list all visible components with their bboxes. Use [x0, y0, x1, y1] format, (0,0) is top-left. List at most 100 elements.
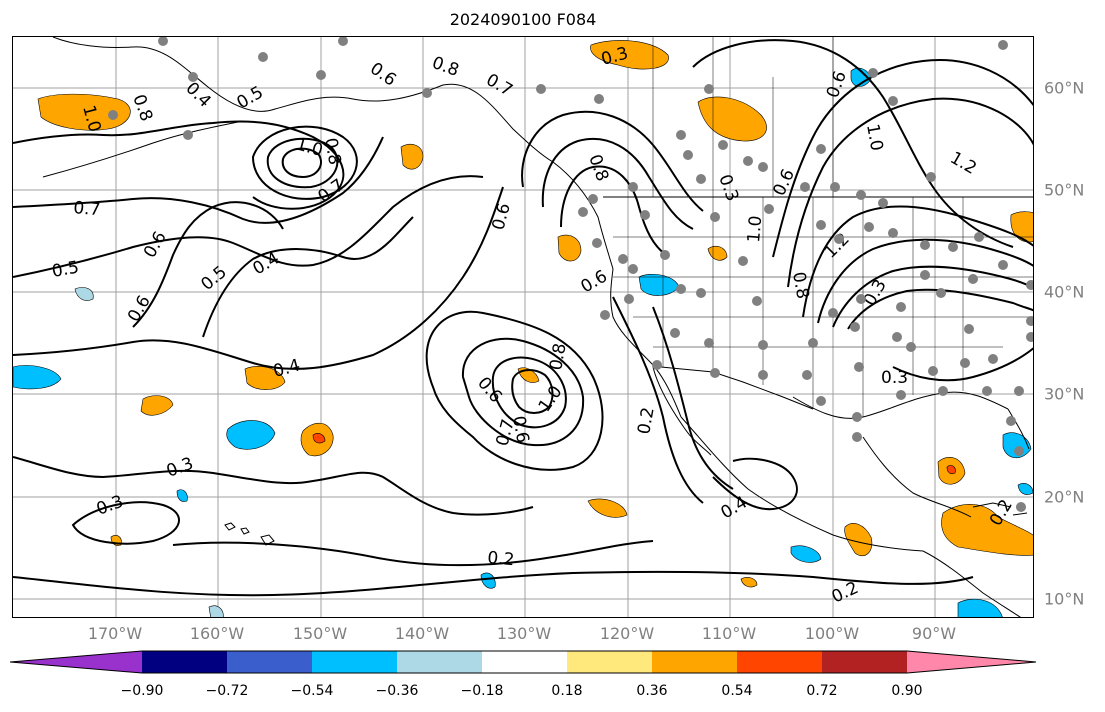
contour-label: 0.6 — [473, 373, 506, 407]
station-dot — [718, 140, 728, 150]
station-dot — [670, 328, 680, 338]
station-dot — [592, 238, 602, 248]
station-dot — [928, 366, 938, 376]
positive-core — [946, 465, 956, 475]
colorbar-tick-label: −0.18 — [460, 683, 504, 699]
contour-label: 0.5 — [50, 258, 80, 282]
station-dot — [704, 338, 714, 348]
colorbar-tick-label: −0.72 — [205, 683, 249, 699]
gulf-coast — [792, 391, 1009, 419]
contour-line — [802, 205, 1033, 318]
station-dot — [183, 130, 193, 140]
contour-label-layer: 0.3 0.8 0.7 0.6 0.8 1.0 0.4 0.5 1.0 0.8 … — [50, 44, 1016, 608]
colorbar — [10, 650, 1037, 674]
lon-tick-label: 140°W — [394, 624, 450, 643]
station-dot — [536, 84, 546, 94]
negative-patch — [638, 274, 680, 296]
contour-lines — [13, 39, 1033, 597]
state-border — [613, 236, 1033, 348]
lat-tick-label: 30°N — [1044, 384, 1085, 404]
negative-patch — [1017, 483, 1033, 495]
station-dot — [948, 242, 958, 252]
station-dot — [696, 174, 706, 184]
station-dot — [998, 260, 1008, 270]
station-dot — [1026, 280, 1033, 290]
contour-line — [281, 147, 322, 179]
contour-line — [13, 175, 484, 278]
contour-line — [13, 186, 504, 370]
map-area[interactable]: 0.3 0.8 0.7 0.6 0.8 1.0 0.4 0.5 1.0 0.8 … — [12, 36, 1034, 618]
station-dot — [968, 274, 978, 284]
filled-anomalies — [13, 40, 1033, 617]
station-dot — [660, 250, 670, 260]
lon-tick-label: 90°W — [911, 624, 957, 643]
contour-label: 1.0 — [744, 215, 766, 244]
station-dot — [743, 156, 753, 166]
station-dot — [676, 130, 686, 140]
lon-tick-label: 160°W — [189, 624, 245, 643]
negative-patch — [226, 420, 276, 450]
positive-patch — [697, 96, 767, 142]
positive-patch — [707, 245, 728, 261]
station-dot — [852, 412, 862, 422]
us-mexico-border — [660, 366, 814, 410]
contour-label: 0.3 — [94, 492, 126, 520]
station-dot — [710, 212, 720, 222]
province-border — [652, 37, 834, 197]
station-dot — [683, 150, 693, 160]
colorbar-tick-label: 0.36 — [636, 683, 668, 699]
station-dot — [998, 40, 1008, 50]
colorbar-segment — [907, 651, 1036, 673]
station-dot — [834, 234, 844, 244]
station-dot — [628, 182, 638, 192]
contour-line — [772, 59, 1033, 258]
contour-label: 0.8 — [788, 270, 812, 300]
lat-tick-label: 20°N — [1044, 487, 1085, 507]
central-america-coast — [922, 550, 1021, 617]
contour-line — [251, 125, 358, 200]
hawaii-island — [224, 522, 236, 531]
lat-tick-label: 50°N — [1044, 180, 1085, 200]
contour-label: 0.2 — [829, 578, 862, 608]
station-dot — [888, 228, 898, 238]
positive-patch — [590, 40, 669, 70]
station-dot — [816, 396, 826, 406]
station-dot — [896, 302, 906, 312]
station-dots — [108, 37, 1033, 512]
station-dot — [864, 222, 874, 232]
contour-label: 0.6 — [769, 166, 799, 199]
station-dot — [816, 220, 826, 230]
contour-line — [832, 265, 1033, 328]
lon-tick-label: 130°W — [496, 624, 552, 643]
positive-patch — [557, 234, 582, 262]
station-dot — [316, 70, 326, 80]
contour-label: 0.4 — [271, 356, 302, 382]
lon-tick-label: 170°W — [87, 624, 143, 643]
contour-line — [541, 137, 694, 230]
station-dot — [926, 172, 936, 182]
contour-line — [892, 347, 1033, 382]
station-dot — [868, 68, 878, 78]
station-dot — [850, 322, 860, 332]
station-dot — [258, 52, 268, 62]
colorbar-segment — [737, 651, 822, 673]
lat-tick-label: 10°N — [1044, 589, 1085, 609]
negative-patch — [480, 572, 496, 589]
colorbar-segment — [10, 651, 142, 673]
negative-patch — [13, 365, 62, 390]
station-dot — [854, 362, 864, 372]
contour-line — [817, 238, 1033, 324]
contour-line — [491, 356, 567, 429]
contour-label: 0.7 — [73, 198, 102, 220]
contour-line — [13, 570, 974, 597]
contour-label: 0.6 — [578, 266, 611, 297]
station-dot — [758, 162, 768, 172]
station-dot — [158, 37, 168, 46]
coastlines — [42, 37, 1033, 617]
colorbar-segment — [567, 651, 652, 673]
contour-label: 0.3 — [714, 172, 742, 204]
positive-patch — [400, 144, 424, 170]
station-dot — [758, 370, 768, 380]
colorbar-tick-label: 0.54 — [721, 683, 753, 699]
station-dot — [892, 332, 902, 342]
